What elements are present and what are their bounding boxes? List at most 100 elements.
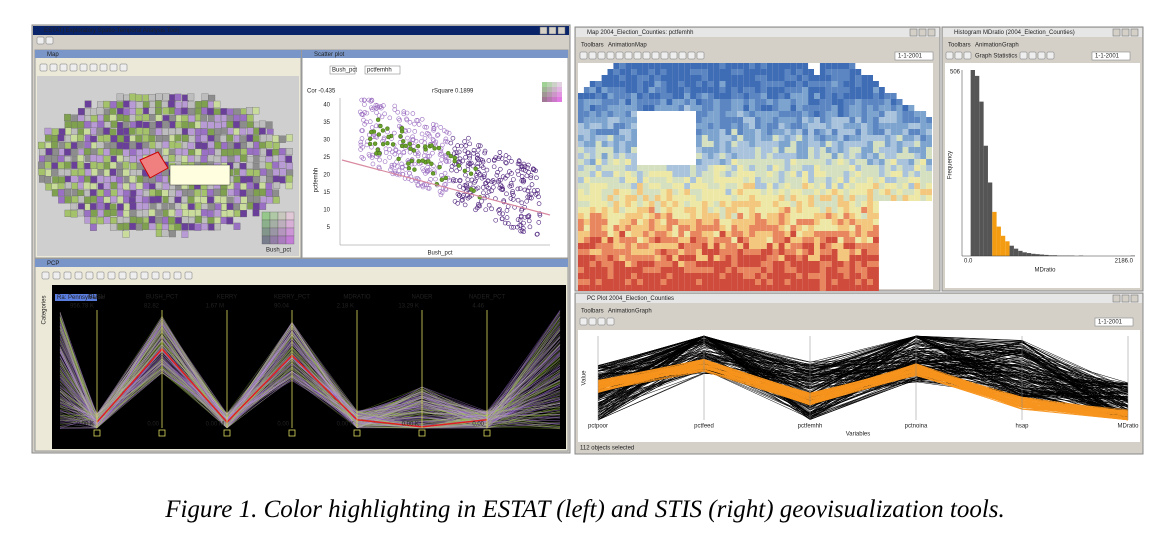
axis-max: 1.67 M bbox=[206, 304, 224, 310]
county bbox=[843, 87, 850, 93]
toolbar-button[interactable] bbox=[52, 271, 61, 280]
toolbar-button[interactable] bbox=[597, 51, 606, 60]
axis-handle[interactable] bbox=[418, 429, 426, 437]
toolbar-button[interactable] bbox=[151, 271, 160, 280]
county bbox=[802, 249, 809, 255]
window-button[interactable] bbox=[909, 28, 918, 37]
county bbox=[766, 81, 773, 87]
county bbox=[814, 111, 820, 117]
date-field[interactable] bbox=[1094, 317, 1134, 327]
toolbar-button[interactable] bbox=[945, 51, 954, 60]
county bbox=[70, 128, 78, 136]
toolbar-button[interactable] bbox=[99, 63, 108, 72]
window-button[interactable] bbox=[539, 26, 548, 35]
axis-handle[interactable] bbox=[483, 429, 491, 437]
date-field[interactable] bbox=[894, 51, 934, 61]
toolbar-button[interactable] bbox=[39, 63, 48, 72]
axis-handle[interactable] bbox=[353, 429, 361, 437]
toolbar-button[interactable] bbox=[606, 51, 615, 60]
toolbar-button[interactable] bbox=[45, 36, 54, 45]
toolbar-button[interactable] bbox=[1028, 51, 1037, 60]
point bbox=[377, 166, 382, 171]
county bbox=[220, 108, 228, 116]
toolbar-button[interactable] bbox=[678, 51, 687, 60]
axis-handle[interactable] bbox=[223, 429, 231, 437]
window-button[interactable] bbox=[918, 28, 927, 37]
toolbar-button[interactable] bbox=[36, 36, 45, 45]
county bbox=[849, 177, 856, 183]
window-button[interactable] bbox=[1112, 28, 1121, 37]
county bbox=[873, 93, 879, 99]
county bbox=[755, 99, 761, 105]
toolbar-button[interactable] bbox=[615, 51, 624, 60]
toolbar-button[interactable] bbox=[588, 51, 597, 60]
toolbar-button[interactable] bbox=[606, 317, 615, 326]
toolbar-button[interactable] bbox=[660, 51, 669, 60]
county bbox=[749, 159, 755, 165]
toolbar-button[interactable] bbox=[597, 317, 606, 326]
toolbar-button[interactable] bbox=[642, 51, 651, 60]
county bbox=[790, 159, 797, 165]
county bbox=[760, 117, 767, 123]
toolbar-button[interactable] bbox=[119, 63, 128, 72]
toolbar-button[interactable] bbox=[162, 271, 171, 280]
toolbar-button[interactable] bbox=[49, 63, 58, 72]
toolbar-button[interactable] bbox=[696, 51, 705, 60]
toolbar-button[interactable] bbox=[633, 51, 642, 60]
window-button[interactable] bbox=[1112, 294, 1121, 303]
toolbar-button[interactable] bbox=[85, 271, 94, 280]
toolbar-button[interactable] bbox=[96, 271, 105, 280]
window-button[interactable] bbox=[1130, 294, 1139, 303]
county bbox=[772, 225, 779, 231]
toolbar-button[interactable] bbox=[118, 271, 127, 280]
date-field[interactable] bbox=[1091, 51, 1131, 61]
county bbox=[589, 123, 596, 129]
toolbar-button[interactable] bbox=[140, 271, 149, 280]
selected-point bbox=[439, 177, 445, 182]
window-button[interactable] bbox=[548, 26, 557, 35]
toolbar-button[interactable] bbox=[41, 271, 50, 280]
toolbar-button[interactable] bbox=[1037, 51, 1046, 60]
y-axis-label: pctfemhh bbox=[314, 168, 320, 193]
county bbox=[831, 87, 838, 93]
toolbar-button[interactable] bbox=[63, 271, 72, 280]
axis-handle[interactable] bbox=[93, 429, 101, 437]
window-button[interactable] bbox=[1121, 294, 1130, 303]
toolbar-button[interactable] bbox=[579, 51, 588, 60]
toolbar-button[interactable] bbox=[963, 51, 972, 60]
toolbar-button[interactable] bbox=[651, 51, 660, 60]
toolbar-button[interactable] bbox=[173, 271, 182, 280]
county bbox=[873, 99, 879, 105]
toolbar-button[interactable] bbox=[69, 63, 78, 72]
toolbar-button[interactable] bbox=[1019, 51, 1028, 60]
toolbar-button[interactable] bbox=[669, 51, 678, 60]
dropdown[interactable] bbox=[329, 65, 356, 75]
county bbox=[601, 279, 608, 285]
toolbar-button[interactable] bbox=[129, 271, 138, 280]
toolbar-button[interactable] bbox=[954, 51, 963, 60]
legend-swatch bbox=[285, 219, 295, 229]
window-button[interactable] bbox=[1121, 28, 1130, 37]
window-button[interactable] bbox=[1130, 28, 1139, 37]
toolbar-button[interactable] bbox=[184, 271, 193, 280]
axis-handle[interactable] bbox=[158, 429, 166, 437]
county bbox=[631, 177, 637, 183]
toolbar-button[interactable] bbox=[79, 63, 88, 72]
window-button[interactable] bbox=[557, 26, 566, 35]
toolbar-button[interactable] bbox=[107, 271, 116, 280]
toolbar-button[interactable] bbox=[59, 63, 68, 72]
dropdown[interactable] bbox=[364, 65, 401, 75]
toolbar-button[interactable] bbox=[1046, 51, 1055, 60]
toolbar-button[interactable] bbox=[588, 317, 597, 326]
toolbar-button[interactable] bbox=[579, 317, 588, 326]
axis-handle[interactable] bbox=[288, 429, 296, 437]
toolbar-button[interactable] bbox=[74, 271, 83, 280]
toolbar-button[interactable] bbox=[624, 51, 633, 60]
toolbar-button[interactable] bbox=[109, 63, 118, 72]
county bbox=[843, 225, 850, 231]
window-button[interactable] bbox=[927, 28, 936, 37]
toolbar-button[interactable] bbox=[89, 63, 98, 72]
toolbar-button[interactable] bbox=[687, 51, 696, 60]
county bbox=[97, 101, 104, 109]
county bbox=[802, 231, 809, 237]
